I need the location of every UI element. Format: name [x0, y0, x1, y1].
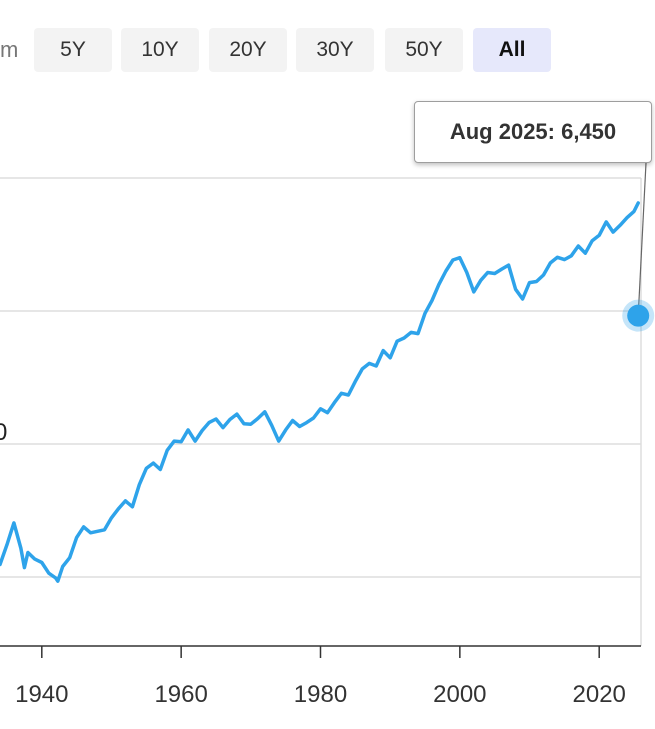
range-label-partial: m [0, 37, 19, 62]
series-line [0, 201, 640, 583]
y-tick-label-partial: 0 [0, 419, 7, 446]
range-button-20y[interactable]: 20Y [209, 28, 287, 72]
range-button-50y[interactable]: 50Y [385, 28, 463, 72]
x-tick-label: 1960 [154, 681, 207, 708]
range-button-5y[interactable]: 5Y [34, 28, 112, 72]
series-layer [0, 201, 640, 583]
range-button-10y[interactable]: 10Y [121, 28, 199, 72]
x-tick-label: 2000 [433, 681, 486, 708]
x-tick-label: 1980 [294, 681, 347, 708]
range-toolbar: m 5Y 10Y 20Y 30Y 50Y All [0, 28, 655, 72]
range-button-30y[interactable]: 30Y [296, 28, 374, 72]
x-axis: 1940 1960 1980 2000 2020 [0, 645, 641, 708]
y-axis-labels: 0 [0, 419, 7, 446]
highlight-point[interactable] [627, 304, 650, 327]
x-tick-label: 2020 [573, 681, 626, 708]
range-button-all[interactable]: All [473, 28, 551, 72]
highlight-layer [622, 162, 655, 332]
tooltip-connector [637, 162, 647, 316]
gridlines [0, 177, 642, 646]
x-tick-label: 1940 [15, 681, 68, 708]
hover-tooltip: Aug 2025: 6,450 [414, 101, 652, 163]
